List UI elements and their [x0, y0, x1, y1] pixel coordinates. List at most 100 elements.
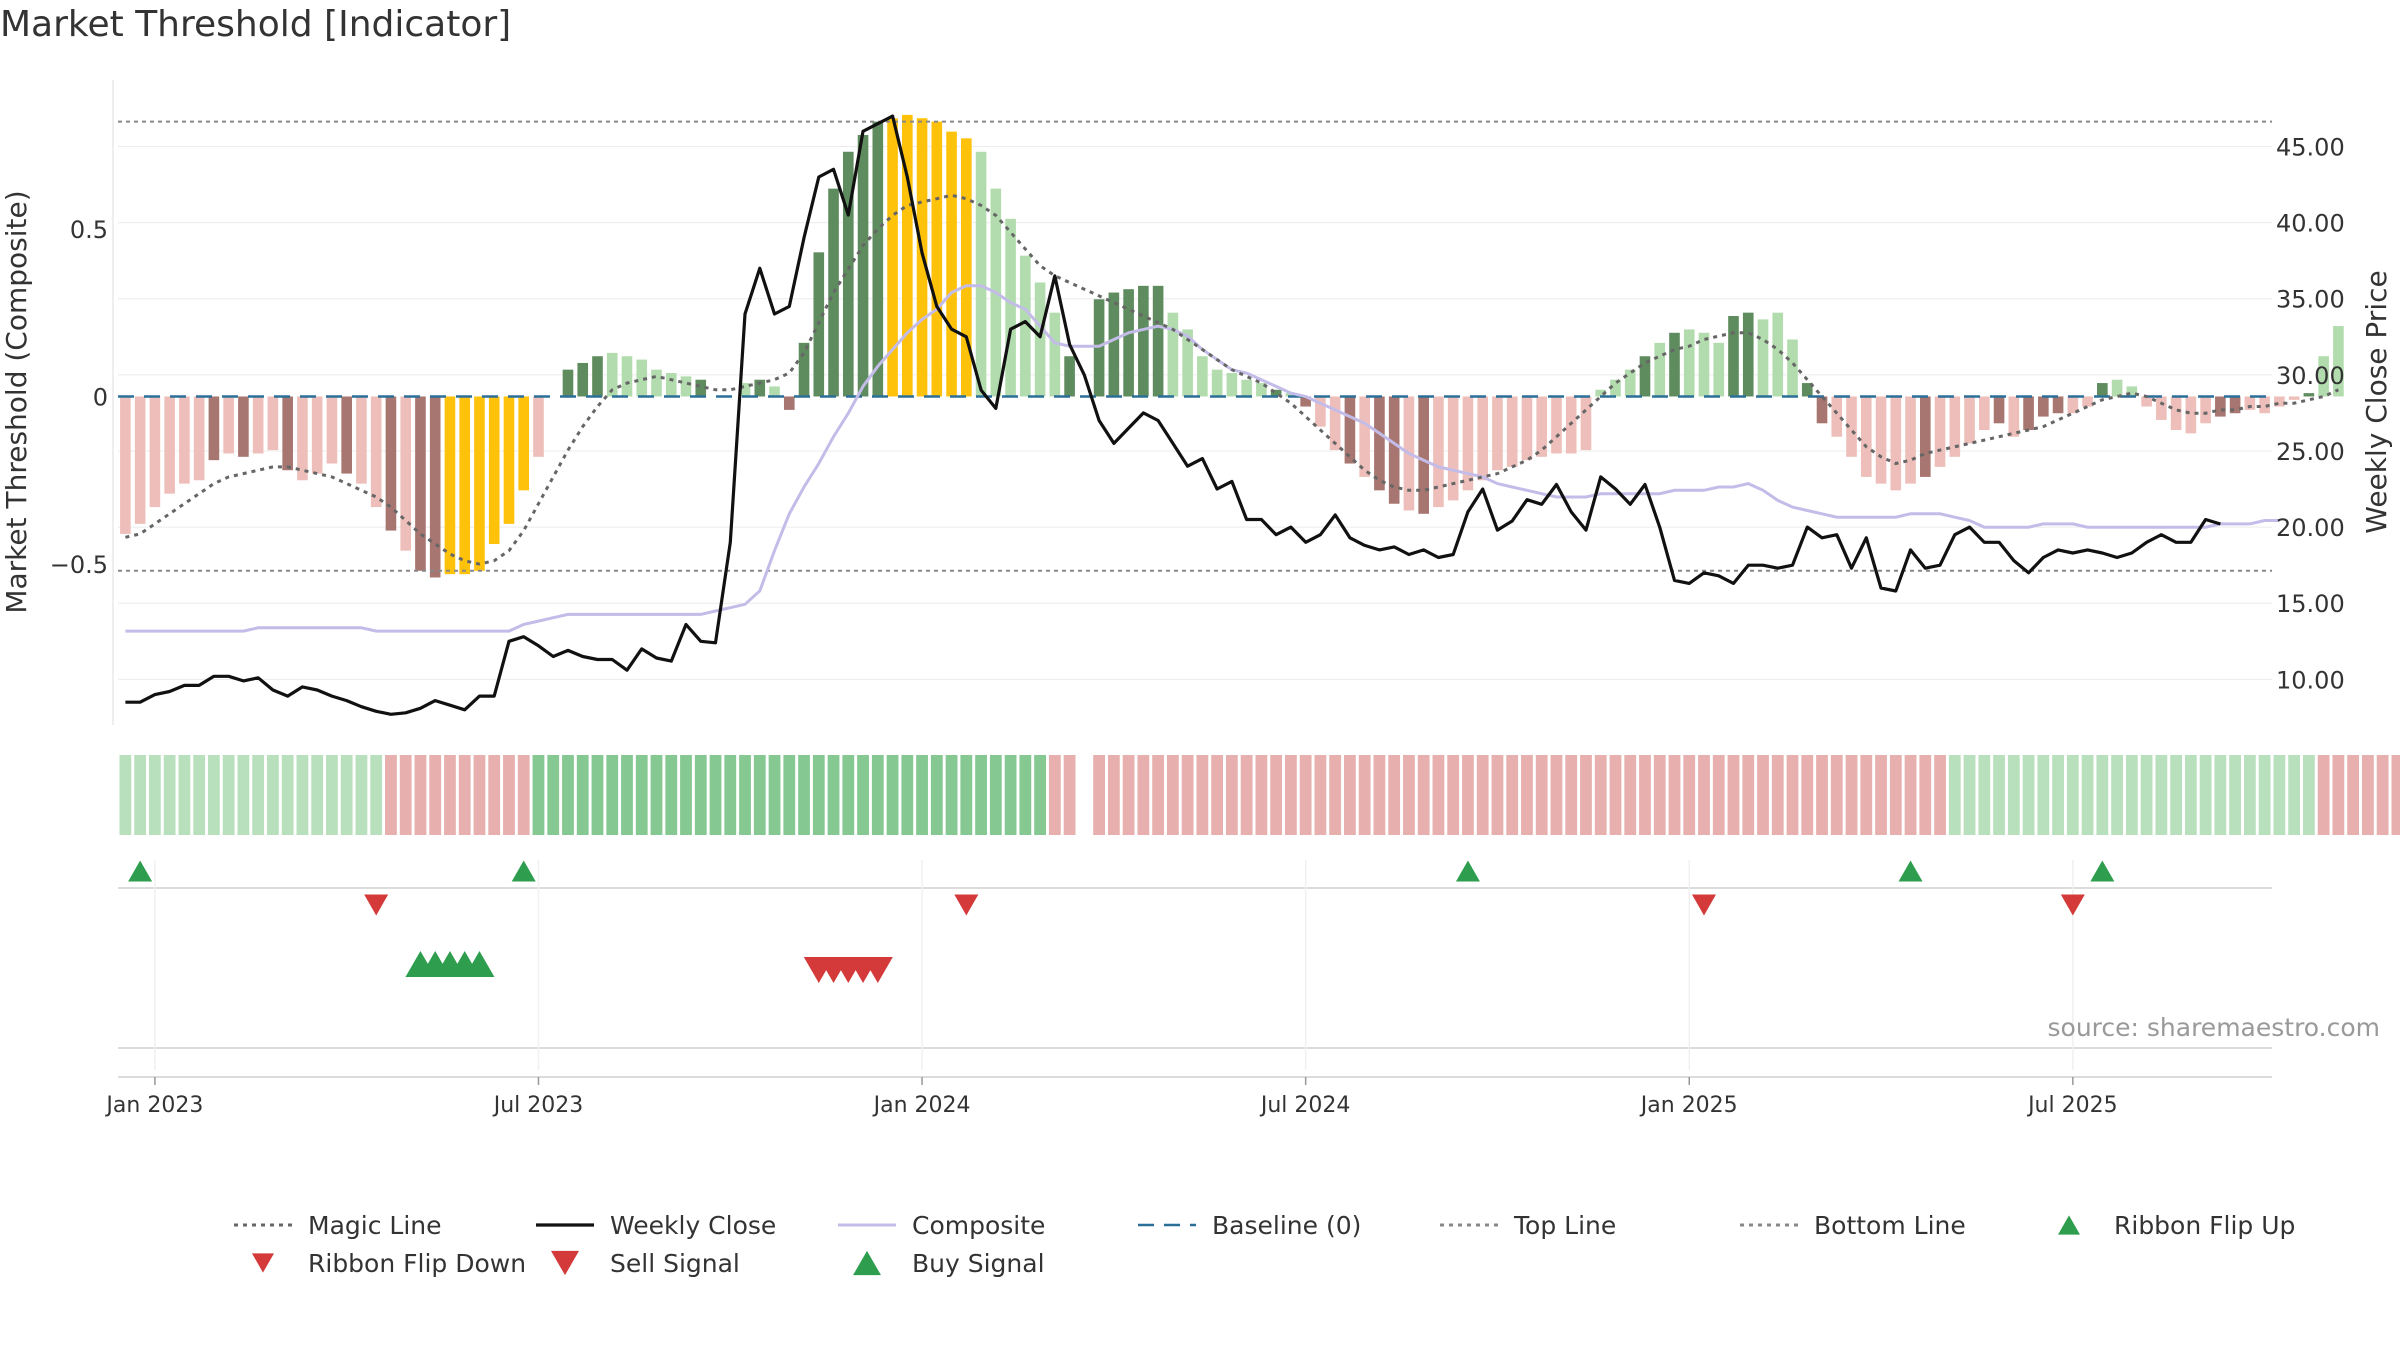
threshold-bar — [1197, 356, 1208, 397]
threshold-bar — [636, 359, 648, 397]
ribbon-cell — [281, 755, 294, 835]
ribbon-cell — [1344, 755, 1356, 835]
ribbon-cell — [2096, 755, 2109, 835]
threshold-bar — [754, 379, 766, 397]
threshold-bar — [474, 396, 485, 571]
threshold-bar — [2052, 396, 2064, 414]
threshold-bar — [1492, 396, 1503, 471]
legend-swatch — [2058, 1215, 2080, 1235]
threshold-bar — [2185, 396, 2197, 434]
ribbon-cell — [1535, 755, 1548, 835]
threshold-bar — [946, 131, 957, 397]
left-axis: 0.5 0 −0.5 Market Threshold (Composite) — [0, 80, 114, 725]
threshold-bar — [1226, 373, 1238, 397]
threshold-bar — [2111, 379, 2123, 397]
ribbon-cell — [739, 755, 751, 835]
right-tick-label: 15.00 — [2276, 590, 2345, 618]
ribbon-cell — [1683, 755, 1696, 835]
threshold-bar — [1713, 342, 1725, 397]
buy-signal-marker — [464, 950, 495, 978]
ribbon-flip-up-marker — [1898, 860, 1923, 882]
threshold-bar — [961, 138, 972, 397]
right-axis: 45.00 40.00 35.00 30.00 25.00 20.00 15.00 10.00… — [2276, 134, 2393, 695]
threshold-bar — [134, 396, 146, 524]
threshold-bar — [282, 396, 293, 471]
ribbon-cell — [2125, 755, 2138, 835]
threshold-bar — [2067, 396, 2079, 414]
ribbon-cell — [562, 755, 574, 835]
threshold-bar — [1418, 396, 1429, 514]
threshold-bar — [1595, 389, 1607, 397]
ribbon-cell — [503, 755, 515, 835]
ribbon-cell — [1801, 755, 1814, 835]
ribbon-cell — [1196, 755, 1209, 835]
ribbon-cell — [385, 755, 397, 835]
legend: Magic Line Weekly Close Composite Baseline … — [234, 1211, 2295, 1278]
threshold-bar — [1256, 383, 1267, 397]
ribbon-cell — [812, 755, 825, 835]
threshold-bar — [356, 396, 367, 484]
threshold-bar — [459, 396, 471, 575]
threshold-bar — [2038, 396, 2049, 417]
threshold-bar — [1182, 329, 1193, 397]
legend-swatch — [252, 1253, 274, 1273]
ribbon-flip-down-marker — [2060, 894, 2085, 916]
ribbon-cell — [1521, 755, 1533, 835]
weekly-close-line — [125, 114, 2221, 716]
ribbon-cell — [694, 755, 707, 835]
threshold-bar — [208, 396, 220, 461]
threshold-bar — [887, 118, 898, 397]
ribbon-cell — [1860, 755, 1873, 835]
threshold-bar — [1270, 389, 1282, 397]
signal-markers — [118, 860, 2272, 1078]
right-tick-label: 10.00 — [2276, 666, 2345, 694]
ribbon-cell — [1063, 755, 1076, 835]
ribbon-cell — [1048, 755, 1061, 835]
legend-label: Ribbon Flip Down — [308, 1249, 526, 1278]
ribbon-cell — [1948, 755, 1961, 835]
ribbon-cell — [1388, 755, 1401, 835]
threshold-bar — [1020, 255, 1031, 397]
threshold-bar — [857, 134, 869, 397]
ribbon-cell — [1668, 755, 1681, 835]
threshold-bar — [1875, 396, 1887, 484]
x-tick-label: Jan 2023 — [104, 1093, 203, 1118]
right-tick-label: 25.00 — [2276, 438, 2345, 466]
threshold-bar — [1890, 396, 1902, 491]
ribbon-cell — [1889, 755, 1902, 835]
threshold-bar — [1624, 369, 1636, 397]
threshold-bar — [1846, 396, 1857, 457]
threshold-bar — [901, 114, 913, 397]
ribbon-cell — [2361, 755, 2374, 835]
ribbon-cell — [1580, 755, 1592, 835]
ribbon-cell — [1314, 755, 1327, 835]
threshold-bar — [311, 396, 323, 474]
ribbon-cell — [1993, 755, 2005, 835]
ribbon-flip-down-marker — [364, 894, 389, 916]
threshold-bar — [695, 379, 707, 397]
threshold-bar — [592, 356, 603, 397]
legend-swatch — [551, 1250, 579, 1276]
threshold-bar — [1167, 312, 1179, 397]
threshold-bar — [1123, 289, 1134, 397]
ribbon-cell — [2052, 755, 2064, 835]
ribbon-cell — [2273, 755, 2286, 835]
ribbon-cell — [399, 755, 412, 835]
ribbon-cell — [1417, 755, 1430, 835]
threshold-bar — [2259, 396, 2270, 414]
ribbon-cell — [252, 755, 265, 835]
threshold-bar — [1949, 396, 1961, 457]
ribbon-cell — [429, 755, 442, 835]
magic-line — [125, 193, 2340, 566]
ribbon-cell — [1786, 755, 1799, 835]
threshold-bar — [533, 396, 544, 457]
right-tick-label: 30.00 — [2276, 362, 2345, 390]
ribbon-cell — [591, 755, 604, 835]
ribbon-cell — [886, 755, 899, 835]
ribbon-cell — [724, 755, 737, 835]
ribbon-cell — [1698, 755, 1710, 835]
threshold-bar — [1211, 369, 1223, 397]
ribbon-cell — [2391, 755, 2400, 835]
ribbon-cell — [340, 755, 353, 835]
